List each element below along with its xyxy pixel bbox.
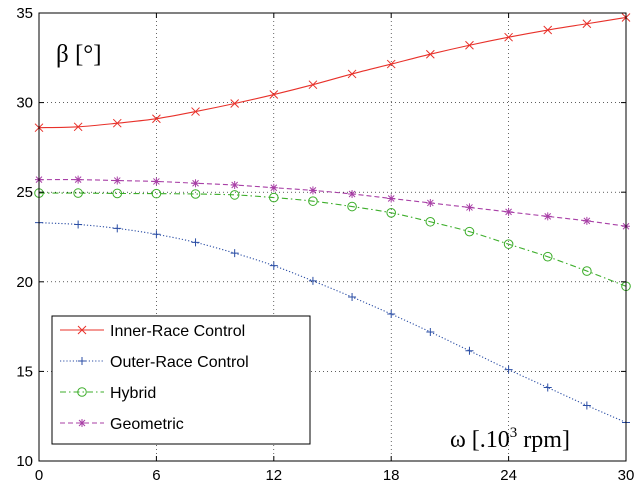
data-point bbox=[582, 216, 591, 225]
x-tick-label: 24 bbox=[500, 467, 517, 484]
data-point bbox=[269, 90, 279, 99]
data-point bbox=[113, 176, 122, 185]
data-point bbox=[387, 194, 396, 203]
data-point bbox=[465, 346, 474, 355]
data-point bbox=[191, 107, 200, 116]
data-point bbox=[152, 230, 161, 239]
series-0 bbox=[34, 13, 631, 133]
data-point bbox=[504, 32, 513, 42]
data-point bbox=[426, 327, 435, 336]
y-tick-label: 15 bbox=[16, 363, 33, 380]
data-point bbox=[387, 310, 396, 319]
data-point bbox=[582, 19, 592, 29]
data-point bbox=[386, 59, 396, 69]
legend-label: Hybrid bbox=[110, 385, 156, 402]
data-point bbox=[230, 181, 239, 190]
data-point bbox=[151, 188, 162, 199]
series-line bbox=[38, 192, 627, 287]
data-point bbox=[230, 99, 240, 108]
data-point bbox=[308, 80, 318, 90]
data-point bbox=[348, 189, 357, 198]
data-point bbox=[269, 261, 278, 270]
data-point bbox=[152, 177, 161, 186]
data-point bbox=[74, 175, 83, 184]
x-axis-label-unit: rpm] bbox=[517, 427, 570, 453]
data-point bbox=[229, 190, 240, 200]
y-axis-label: β [°] bbox=[56, 41, 102, 68]
data-point bbox=[386, 208, 397, 218]
data-point bbox=[230, 249, 239, 258]
data-point bbox=[543, 25, 553, 35]
x-tick-label: 18 bbox=[383, 467, 400, 484]
legend-marker bbox=[78, 419, 86, 427]
y-tick-label: 30 bbox=[16, 95, 33, 112]
legend: Inner-Race Control Outer-Race Control Hybr… bbox=[51, 315, 311, 445]
legend-item: Geometric bbox=[60, 416, 184, 433]
data-point bbox=[465, 203, 474, 212]
data-point bbox=[347, 201, 357, 212]
legend-label: Geometric bbox=[110, 416, 184, 433]
series-lines bbox=[34, 13, 631, 427]
series-1 bbox=[35, 218, 630, 427]
y-tick-label: 35 bbox=[16, 5, 33, 22]
data-point bbox=[308, 186, 317, 195]
data-point bbox=[426, 198, 435, 207]
data-point bbox=[269, 192, 279, 203]
data-point bbox=[582, 401, 591, 410]
x-tick-label: 30 bbox=[618, 467, 635, 484]
data-point bbox=[464, 226, 475, 237]
y-tick-label: 10 bbox=[16, 453, 33, 470]
x-tick-label: 12 bbox=[265, 467, 282, 484]
data-point bbox=[542, 251, 553, 262]
data-point bbox=[582, 266, 592, 276]
data-point bbox=[465, 40, 474, 50]
series-line bbox=[38, 16, 627, 129]
data-point bbox=[543, 383, 552, 392]
legend-marker bbox=[77, 387, 87, 397]
data-point bbox=[308, 276, 317, 285]
data-point bbox=[425, 49, 435, 59]
legend-label: Outer-Race Control bbox=[110, 354, 249, 371]
data-point bbox=[113, 224, 122, 233]
data-point bbox=[543, 212, 552, 221]
x-axis-label: ω [.103 rpm] bbox=[450, 425, 570, 453]
data-point bbox=[348, 293, 357, 302]
data-point bbox=[269, 183, 278, 192]
legend-item: Inner-Race Control bbox=[60, 323, 245, 340]
series-line bbox=[38, 179, 627, 227]
data-point bbox=[152, 114, 161, 124]
data-point bbox=[191, 179, 200, 188]
data-point bbox=[308, 196, 318, 206]
data-point bbox=[503, 239, 514, 249]
data-point bbox=[347, 69, 357, 79]
axis-ticks: 0 6 12 18 24 30 10 15 20 25 30 35 bbox=[16, 5, 634, 484]
x-tick-label: 6 bbox=[152, 467, 160, 484]
data-point bbox=[190, 189, 201, 199]
y-tick-label: 25 bbox=[16, 184, 33, 201]
legend-marker bbox=[77, 325, 87, 335]
data-point bbox=[425, 216, 436, 227]
series-2 bbox=[34, 188, 631, 292]
plot-frame bbox=[38, 12, 627, 462]
data-point bbox=[74, 220, 83, 229]
x-axis-label-main: ω [.10 bbox=[450, 427, 510, 453]
data-point bbox=[191, 238, 200, 247]
data-point bbox=[504, 207, 513, 216]
data-point bbox=[73, 122, 83, 132]
data-point bbox=[73, 188, 83, 198]
legend-label: Inner-Race Control bbox=[110, 323, 245, 340]
data-point bbox=[504, 365, 513, 374]
data-point bbox=[112, 188, 123, 199]
y-tick-label: 20 bbox=[16, 274, 33, 291]
data-point bbox=[112, 118, 122, 128]
legend-item: Hybrid bbox=[60, 385, 156, 402]
legend-marker bbox=[78, 357, 86, 365]
series-3 bbox=[35, 175, 630, 231]
legend-item: Outer-Race Control bbox=[60, 354, 249, 371]
x-axis-label-sup: 3 bbox=[510, 425, 518, 441]
x-tick-label: 0 bbox=[35, 467, 43, 484]
